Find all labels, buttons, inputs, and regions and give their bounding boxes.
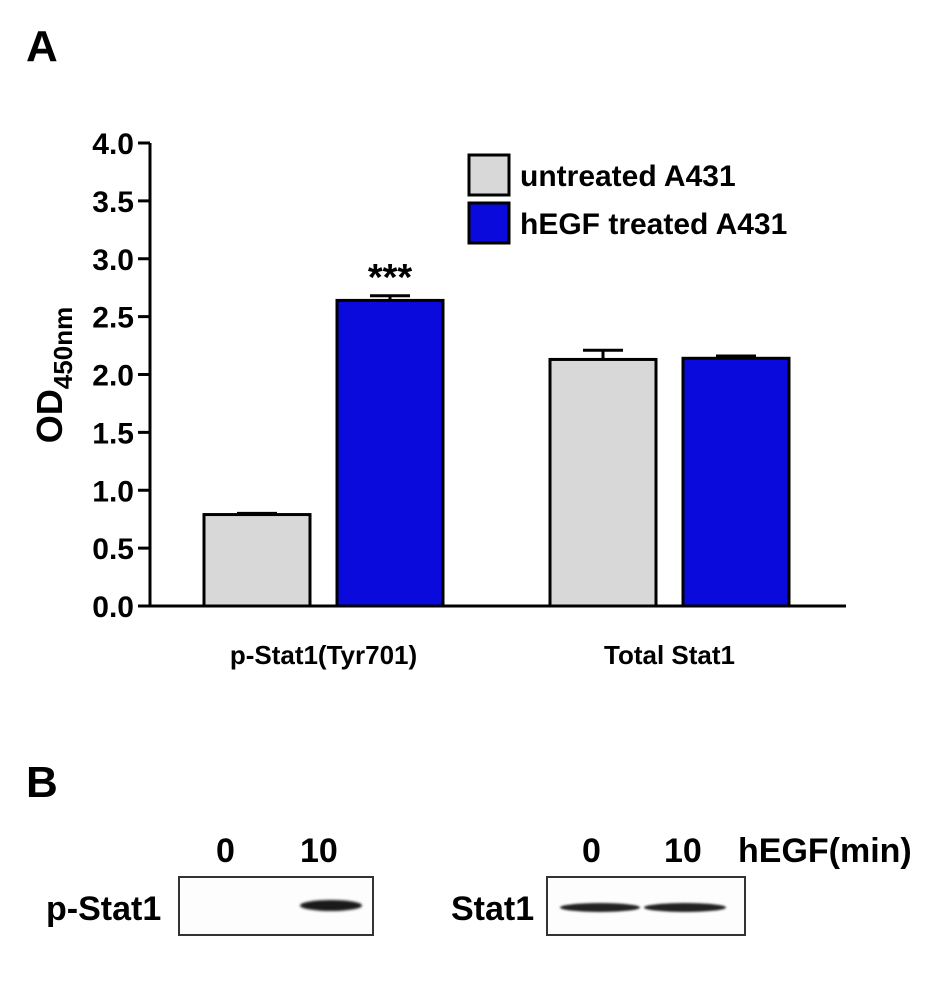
blot-right-lane-10-label: 10 — [664, 832, 702, 870]
panel-label-b: B — [26, 758, 58, 807]
legend-swatch-1 — [467, 201, 511, 245]
bar-1-0 — [548, 357, 658, 608]
significance-annotation: *** — [368, 257, 413, 299]
blot-band-stat1-10min — [644, 903, 726, 912]
y-tick-label: 3.0 — [92, 244, 134, 277]
blot-right-row-label: Stat1 — [451, 890, 535, 928]
legend-swatch-0 — [467, 153, 511, 197]
blot-right-membrane — [546, 876, 746, 936]
x-category-label: Total Stat1 — [604, 640, 735, 670]
bar-0-1 — [335, 298, 445, 608]
legend-label-1: hEGF treated A431 — [520, 208, 787, 241]
blot-time-label: hEGF(min) — [738, 832, 912, 870]
y-tick-label: 3.5 — [92, 186, 134, 219]
blot-right-lane-0-label: 0 — [582, 832, 601, 870]
blot-left-row-label: p-Stat1 — [46, 890, 162, 928]
blot-left-lane-10-label: 10 — [300, 832, 338, 870]
blot-band-pstat1-10min — [300, 900, 362, 911]
legend-label-0: untreated A431 — [520, 160, 736, 193]
blot-left-lane-0-label: 0 — [216, 832, 235, 870]
y-tick-label: 1.5 — [92, 417, 134, 450]
y-tick-label: 0.0 — [92, 591, 134, 624]
y-tick-label: 1.0 — [92, 475, 134, 508]
y-tick-label: 2.0 — [92, 360, 134, 393]
y-tick-label: 4.0 — [92, 128, 134, 161]
y-axis-label: OD450nm — [29, 307, 78, 443]
bar-0-0 — [202, 513, 312, 608]
y-tick-label: 2.5 — [92, 302, 134, 335]
blot-left-membrane — [178, 876, 374, 936]
panel-label-a: A — [26, 22, 58, 71]
y-tick-label: 0.5 — [92, 533, 134, 566]
x-category-label: p-Stat1(Tyr701) — [230, 640, 417, 670]
bar-chart: 0.0 0.5 1.0 1.5 2.0 2.5 3.0 3.5 4.0 OD450nm p-Stat… — [29, 128, 846, 670]
blot-band-stat1-0min — [560, 903, 640, 912]
bar-1-1 — [681, 356, 791, 608]
